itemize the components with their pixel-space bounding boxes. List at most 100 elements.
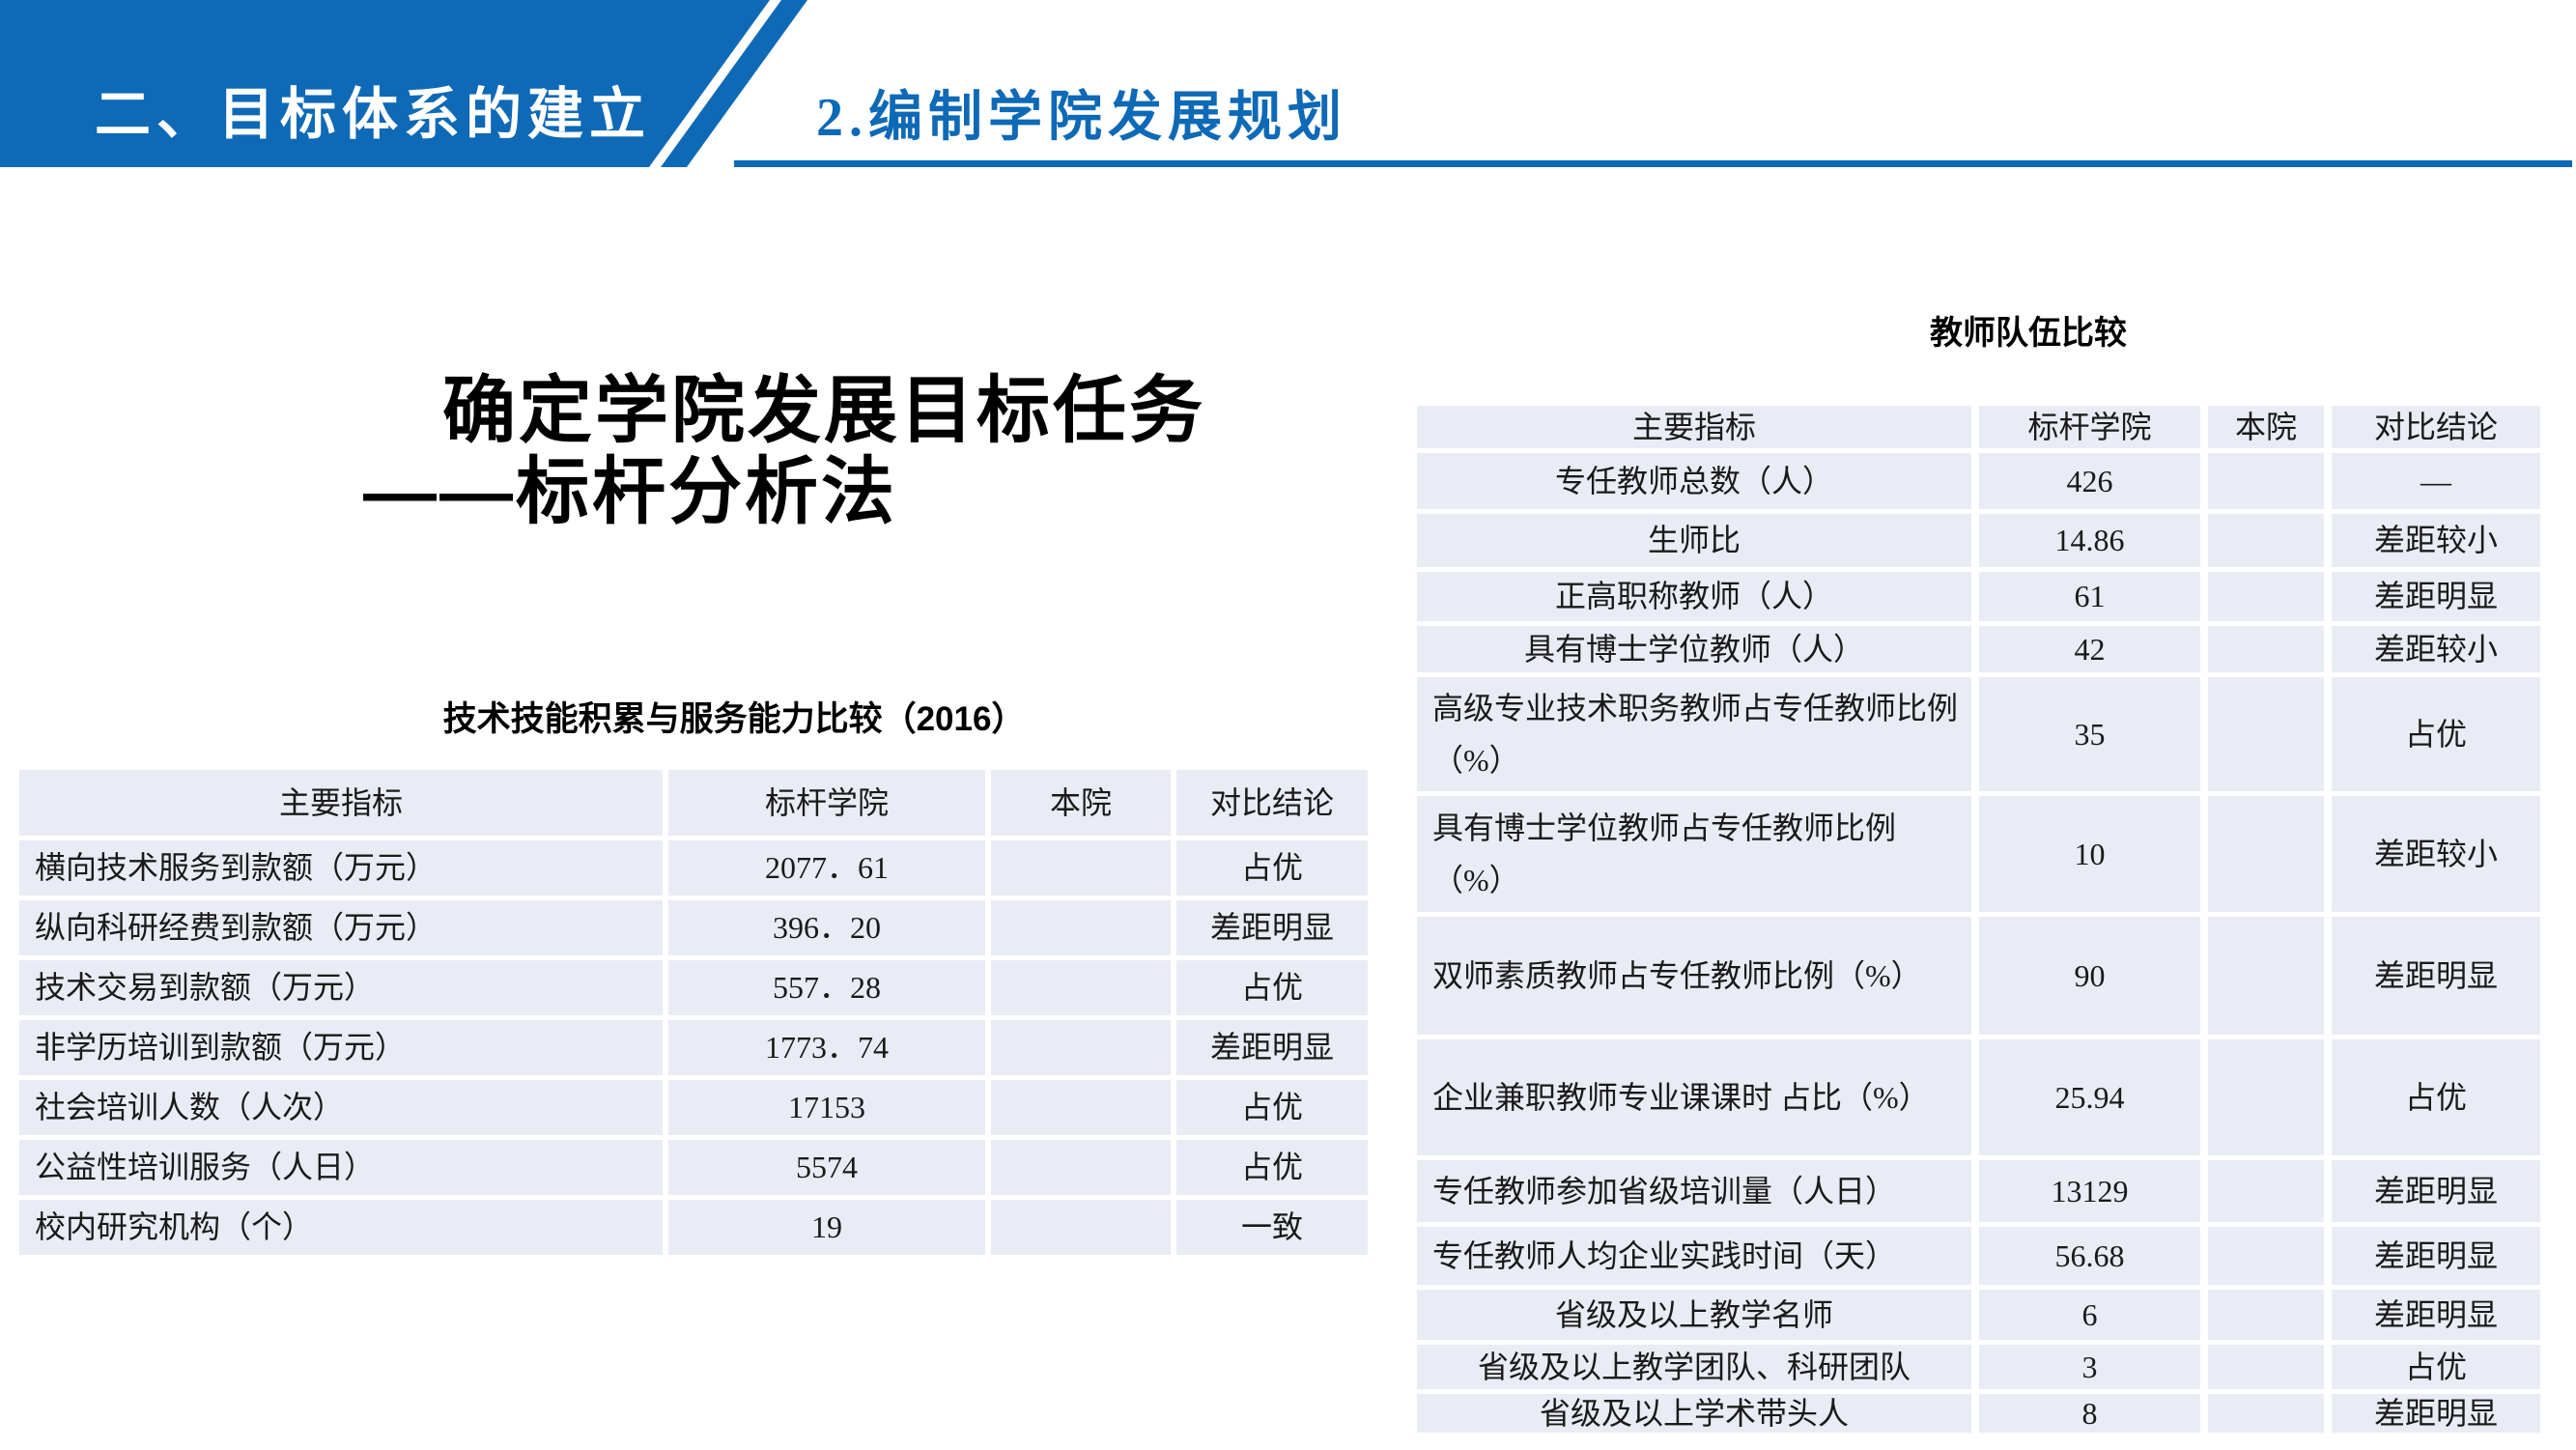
right_table-row5-benchmark: 35: [1979, 677, 2200, 791]
main-title-line1: 确定学院发展目标任务: [442, 370, 1205, 452]
right_table-row2-ours: [2208, 514, 2324, 567]
left_table-row6-ours: [991, 1140, 1171, 1195]
left_table-header-ours: 本院: [991, 770, 1171, 836]
left_table-row5-benchmark: 17153: [668, 1080, 985, 1135]
right_table-row6-indicator: 具有博士学位教师占专任教师比例（%）: [1417, 796, 1971, 912]
right_table-row11-conclusion: 差距明显: [2332, 1290, 2540, 1340]
slide-subtitle: 2.编制学院发展规划: [816, 88, 1347, 148]
header-banner: 二、目标体系的建立: [0, 0, 869, 167]
right_table-row9-indicator: 专任教师参加省级培训量（人日）: [1417, 1160, 1971, 1222]
left_table-row7-indicator: 校内研究机构（个）: [19, 1200, 663, 1255]
right_table-row9-ours: [2208, 1160, 2324, 1222]
right_table-row1-indicator: 专任教师总数（人）: [1417, 453, 1971, 509]
left_table-header-conclusion: 对比结论: [1176, 770, 1368, 836]
right_table-row7-ours: [2208, 917, 2324, 1035]
right_table-row6-benchmark: 10: [1979, 796, 2200, 912]
left_table-row1-indicator: 横向技术服务到款额（万元）: [19, 840, 663, 896]
left_table-row1-benchmark: 2077．61: [668, 840, 985, 896]
left_table-row7-conclusion: 一致: [1176, 1200, 1368, 1255]
right_table-row7-conclusion: 差距明显: [2332, 917, 2540, 1035]
right-table-title: 教师队伍比较: [1930, 315, 2127, 352]
right_table-row12-conclusion: 占优: [2332, 1345, 2540, 1389]
banner-shape: [0, 0, 770, 167]
right_table-row2-indicator: 生师比: [1417, 514, 1971, 567]
right_table-row12-indicator: 省级及以上教学团队、科研团队: [1417, 1345, 1971, 1389]
left_table-row6-conclusion: 占优: [1176, 1140, 1368, 1195]
right_table-row3-benchmark: 61: [1979, 572, 2200, 621]
right_table-row5-conclusion: 占优: [2332, 677, 2540, 791]
left_table-row2-conclusion: 差距明显: [1176, 900, 1368, 955]
left_table-row2-ours: [991, 900, 1171, 955]
left_table-row4-benchmark: 1773．74: [668, 1020, 985, 1075]
left_table-row5-indicator: 社会培训人数（人次）: [19, 1080, 663, 1135]
right_table-row6-ours: [2208, 796, 2324, 912]
left_table-row3-conclusion: 占优: [1176, 960, 1368, 1015]
right_table-row4-conclusion: 差距较小: [2332, 626, 2540, 672]
right_table-row13-conclusion: 差距明显: [2332, 1394, 2540, 1433]
right_table-row11-benchmark: 6: [1979, 1290, 2200, 1340]
right_table-row10-ours: [2208, 1227, 2324, 1285]
right_table-row10-conclusion: 差距明显: [2332, 1227, 2540, 1285]
header-divider-line: [734, 160, 2572, 167]
right_table-row10-indicator: 专任教师人均企业实践时间（天）: [1417, 1227, 1971, 1285]
right_table-row4-benchmark: 42: [1979, 626, 2200, 672]
right_table-row3-ours: [2208, 572, 2324, 621]
right_table-row8-indicator: 企业兼职教师专业课课时 占比（%）: [1417, 1039, 1971, 1155]
left_table-row5-conclusion: 占优: [1176, 1080, 1368, 1135]
right_table-row7-indicator: 双师素质教师占专任教师比例（%）: [1417, 917, 1971, 1035]
section-title: 二、目标体系的建立: [95, 83, 652, 146]
left_table-row2-indicator: 纵向科研经费到款额（万元）: [19, 900, 663, 955]
right_table-row4-ours: [2208, 626, 2324, 672]
left_table-row3-ours: [991, 960, 1171, 1015]
left-comparison-table: 主要指标 标杆学院 本院 对比结论 横向技术服务到款额（万元） 2077．61 占优 纵向科研…: [19, 770, 1368, 1255]
right_table-header-benchmark: 标杆学院: [1979, 406, 2200, 448]
right_table-row8-conclusion: 占优: [2332, 1039, 2540, 1155]
right-comparison-table: 主要指标 标杆学院 本院 对比结论 专任教师总数（人） 426— 生师比 14.86 差距较小正…: [1417, 406, 2540, 1433]
left_table-header-benchmark: 标杆学院: [668, 770, 985, 836]
left_table-row6-benchmark: 5574: [668, 1140, 985, 1195]
left_table-row7-benchmark: 19: [668, 1200, 985, 1255]
right_table-row10-benchmark: 56.68: [1979, 1227, 2200, 1285]
left_table-row1-conclusion: 占优: [1176, 840, 1368, 896]
left_table-row4-indicator: 非学历培训到款额（万元）: [19, 1020, 663, 1075]
right_table-row1-ours: [2208, 453, 2324, 509]
right_table-row9-benchmark: 13129: [1979, 1160, 2200, 1222]
right_table-row8-ours: [2208, 1039, 2324, 1155]
right_table-row2-benchmark: 14.86: [1979, 514, 2200, 567]
right_table-row11-ours: [2208, 1290, 2324, 1340]
right_table-row8-benchmark: 25.94: [1979, 1039, 2200, 1155]
left_table-row3-indicator: 技术交易到款额（万元）: [19, 960, 663, 1015]
left_table-row4-conclusion: 差距明显: [1176, 1020, 1368, 1075]
left_table-header-indicator: 主要指标: [19, 770, 663, 836]
right_table-row12-ours: [2208, 1345, 2324, 1389]
right_table-row3-indicator: 正高职称教师（人）: [1417, 572, 1971, 621]
left_table-row4-ours: [991, 1020, 1171, 1075]
left_table-row3-benchmark: 557．28: [668, 960, 985, 1015]
left_table-row1-ours: [991, 840, 1171, 896]
right_table-row7-benchmark: 90: [1979, 917, 2200, 1035]
right_table-header-conclusion: 对比结论: [2332, 406, 2540, 448]
right_table-row9-conclusion: 差距明显: [2332, 1160, 2540, 1222]
right_table-row13-ours: [2208, 1394, 2324, 1433]
right_table-row2-conclusion: 差距较小: [2332, 514, 2540, 567]
right_table-header-ours: 本院: [2208, 406, 2324, 448]
left_table-row6-indicator: 公益性培训服务（人日）: [19, 1140, 663, 1195]
right_table-row13-indicator: 省级及以上学术带头人: [1417, 1394, 1971, 1433]
left_table-row7-ours: [991, 1200, 1171, 1255]
right_table-row13-benchmark: 8: [1979, 1394, 2200, 1433]
left_table-row2-benchmark: 396．20: [668, 900, 985, 955]
right_table-row1-conclusion: —: [2332, 453, 2540, 509]
right_table-row5-ours: [2208, 677, 2324, 791]
right_table-row12-benchmark: 3: [1979, 1345, 2200, 1389]
right_table-row1-benchmark: 426: [1979, 453, 2200, 509]
left_table-row5-ours: [991, 1080, 1171, 1135]
right_table-row5-indicator: 高级专业技术职务教师占专任教师比例 （%）: [1417, 677, 1971, 791]
main-title-line2: ——标杆分析法: [363, 451, 897, 533]
right_table-row4-indicator: 具有博士学位教师（人）: [1417, 626, 1971, 672]
right_table-header-indicator: 主要指标: [1417, 406, 1971, 448]
left-table-title: 技术技能积累与服务能力比较（2016）: [442, 700, 1026, 738]
right_table-row11-indicator: 省级及以上教学名师: [1417, 1290, 1971, 1340]
right_table-row6-conclusion: 差距较小: [2332, 796, 2540, 912]
right_table-row3-conclusion: 差距明显: [2332, 572, 2540, 621]
